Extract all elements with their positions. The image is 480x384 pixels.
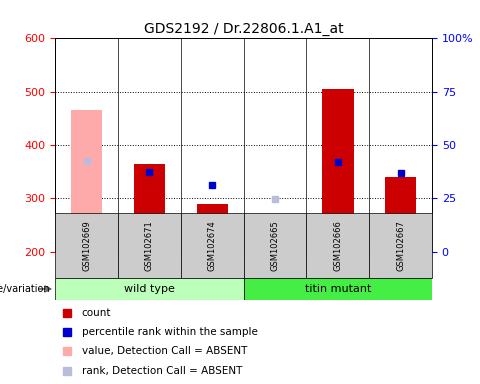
Bar (134, 164, 165, 252)
Bar (243, 213, 306, 278)
Bar (306, 213, 369, 278)
Bar (71, 110, 102, 252)
Text: GSM102667: GSM102667 (396, 220, 405, 271)
Text: genotype/variation: genotype/variation (0, 284, 50, 294)
Bar (369, 213, 432, 278)
Text: percentile rank within the sample: percentile rank within the sample (82, 327, 257, 337)
Bar (118, 213, 181, 278)
Text: GSM102671: GSM102671 (145, 220, 154, 271)
Bar (259, 240, 291, 252)
Text: count: count (82, 308, 111, 318)
Bar (243, 278, 432, 300)
Text: GSM102669: GSM102669 (82, 220, 91, 271)
Bar (196, 204, 228, 252)
Bar (181, 213, 243, 278)
Text: GSM102665: GSM102665 (271, 220, 279, 271)
Bar (385, 177, 416, 252)
Text: wild type: wild type (124, 284, 175, 294)
Bar (322, 89, 353, 252)
Text: GSM102674: GSM102674 (208, 220, 216, 271)
Text: rank, Detection Call = ABSENT: rank, Detection Call = ABSENT (82, 366, 242, 376)
Title: GDS2192 / Dr.22806.1.A1_at: GDS2192 / Dr.22806.1.A1_at (144, 22, 343, 36)
Bar (55, 213, 118, 278)
Text: value, Detection Call = ABSENT: value, Detection Call = ABSENT (82, 346, 247, 356)
Text: titin mutant: titin mutant (305, 284, 371, 294)
Bar (55, 278, 243, 300)
Text: GSM102666: GSM102666 (333, 220, 342, 271)
